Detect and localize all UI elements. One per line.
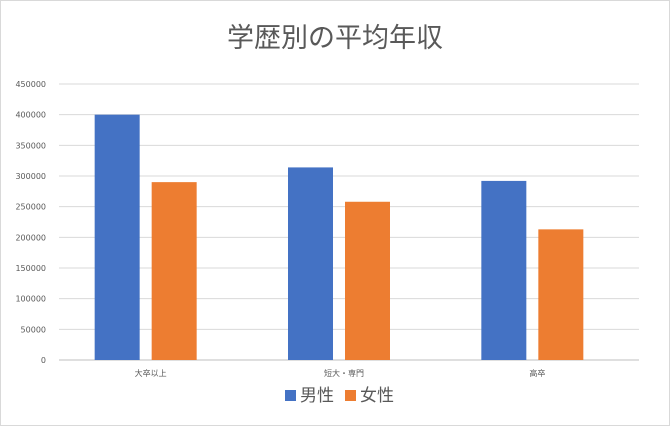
- y-tick-label: 200000: [15, 233, 46, 242]
- y-tick-label: 0: [41, 356, 46, 365]
- y-tick-label: 150000: [15, 264, 46, 273]
- y-tick-label: 250000: [15, 203, 46, 212]
- x-axis-ticks: 大卒以上 短大・専門 高卒: [135, 368, 546, 378]
- bar: [151, 182, 197, 360]
- y-tick-label: 300000: [15, 172, 46, 181]
- bar: [288, 167, 333, 360]
- bar: [481, 180, 527, 360]
- bar: [538, 229, 584, 360]
- legend-label: 女性: [360, 386, 394, 406]
- bar: [345, 201, 390, 360]
- chart-title: 学歴別の平均年収: [227, 23, 443, 54]
- y-axis-ticks: 0 50000 100000 150000 200000 250000 300000 3500…: [15, 80, 46, 365]
- y-tick-label: 100000: [15, 295, 46, 304]
- x-tick-label: 大卒以上: [135, 368, 167, 378]
- y-tick-label: 350000: [15, 141, 46, 150]
- legend-swatch: [285, 390, 296, 401]
- x-tick-label: 高卒: [529, 368, 545, 378]
- y-tick-label: 50000: [21, 325, 46, 334]
- legend: 男性 女性: [285, 386, 394, 406]
- legend-swatch: [345, 390, 356, 401]
- x-tick-label: 短大・専門: [324, 368, 364, 378]
- bars: [94, 114, 584, 361]
- legend-label: 男性: [300, 386, 334, 406]
- bar: [94, 114, 140, 361]
- y-tick-label: 400000: [15, 111, 46, 120]
- y-tick-label: 450000: [15, 80, 46, 89]
